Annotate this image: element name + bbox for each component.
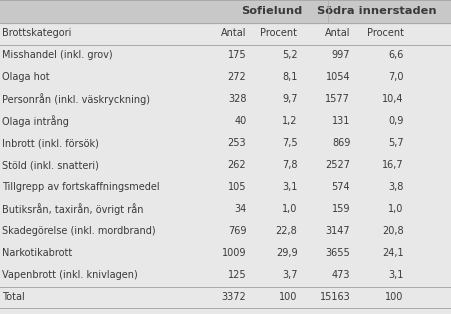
Text: 100: 100 <box>384 292 403 302</box>
Bar <box>0 0 451 23</box>
Text: 3372: 3372 <box>221 292 246 302</box>
Text: 473: 473 <box>331 270 350 280</box>
Text: 3,1: 3,1 <box>281 182 297 192</box>
Text: Skadegörelse (inkl. mordbrand): Skadegörelse (inkl. mordbrand) <box>2 226 156 236</box>
Text: 0,9: 0,9 <box>387 116 403 126</box>
Text: Personrån (inkl. väskryckning): Personrån (inkl. väskryckning) <box>2 93 150 105</box>
Text: 1577: 1577 <box>325 94 350 104</box>
Text: 1,2: 1,2 <box>281 116 297 126</box>
Text: 262: 262 <box>227 160 246 170</box>
Text: 5,2: 5,2 <box>281 50 297 60</box>
Text: 10,4: 10,4 <box>381 94 403 104</box>
Text: Brottskategori: Brottskategori <box>2 28 71 38</box>
Text: 328: 328 <box>227 94 246 104</box>
Text: Stöld (inkl. snatteri): Stöld (inkl. snatteri) <box>2 160 99 170</box>
Text: Procent: Procent <box>366 28 403 38</box>
Text: 24,1: 24,1 <box>381 248 403 258</box>
Text: 40: 40 <box>234 116 246 126</box>
Text: 3,7: 3,7 <box>281 270 297 280</box>
Text: 2527: 2527 <box>325 160 350 170</box>
Text: 131: 131 <box>331 116 350 126</box>
Text: Olaga hot: Olaga hot <box>2 72 50 82</box>
Text: Tillgrepp av fortskaffningsmedel: Tillgrepp av fortskaffningsmedel <box>2 182 160 192</box>
Text: 5,7: 5,7 <box>387 138 403 148</box>
Text: 3,1: 3,1 <box>387 270 403 280</box>
Text: 3147: 3147 <box>325 226 350 236</box>
Text: Antal: Antal <box>324 28 350 38</box>
Text: Total: Total <box>2 292 25 302</box>
Text: 6,6: 6,6 <box>387 50 403 60</box>
Text: 574: 574 <box>331 182 350 192</box>
Text: Procent: Procent <box>260 28 297 38</box>
Text: 253: 253 <box>227 138 246 148</box>
Text: 1054: 1054 <box>325 72 350 82</box>
Text: 3,8: 3,8 <box>387 182 403 192</box>
Text: 16,7: 16,7 <box>381 160 403 170</box>
Text: 997: 997 <box>331 50 350 60</box>
Text: 7,5: 7,5 <box>281 138 297 148</box>
Text: Narkotikabrott: Narkotikabrott <box>2 248 72 258</box>
Text: 20,8: 20,8 <box>381 226 403 236</box>
Text: 9,7: 9,7 <box>281 94 297 104</box>
Text: 7,0: 7,0 <box>387 72 403 82</box>
Text: 3655: 3655 <box>325 248 350 258</box>
Text: 125: 125 <box>227 270 246 280</box>
Text: Inbrott (inkl. försök): Inbrott (inkl. försök) <box>2 138 99 148</box>
Text: Antal: Antal <box>221 28 246 38</box>
Text: 15163: 15163 <box>319 292 350 302</box>
Text: 8,1: 8,1 <box>281 72 297 82</box>
Text: 34: 34 <box>234 204 246 214</box>
Text: 7,8: 7,8 <box>281 160 297 170</box>
Text: 22,8: 22,8 <box>275 226 297 236</box>
Text: 159: 159 <box>331 204 350 214</box>
Text: Olaga intrång: Olaga intrång <box>2 115 69 127</box>
Text: Sofielund: Sofielund <box>241 6 302 16</box>
Text: 869: 869 <box>331 138 350 148</box>
Text: 29,9: 29,9 <box>275 248 297 258</box>
Text: 769: 769 <box>227 226 246 236</box>
Text: 100: 100 <box>278 292 297 302</box>
Text: 1,0: 1,0 <box>281 204 297 214</box>
Text: Misshandel (inkl. grov): Misshandel (inkl. grov) <box>2 50 113 60</box>
Text: 1009: 1009 <box>221 248 246 258</box>
Text: 272: 272 <box>227 72 246 82</box>
Text: Vapenbrott (inkl. knivlagen): Vapenbrott (inkl. knivlagen) <box>2 270 138 280</box>
Text: 105: 105 <box>227 182 246 192</box>
Text: Butiksrån, taxirån, övrigt rån: Butiksrån, taxirån, övrigt rån <box>2 203 143 215</box>
Text: Södra innerstaden: Södra innerstaden <box>317 6 436 16</box>
Text: 175: 175 <box>227 50 246 60</box>
Text: 1,0: 1,0 <box>387 204 403 214</box>
